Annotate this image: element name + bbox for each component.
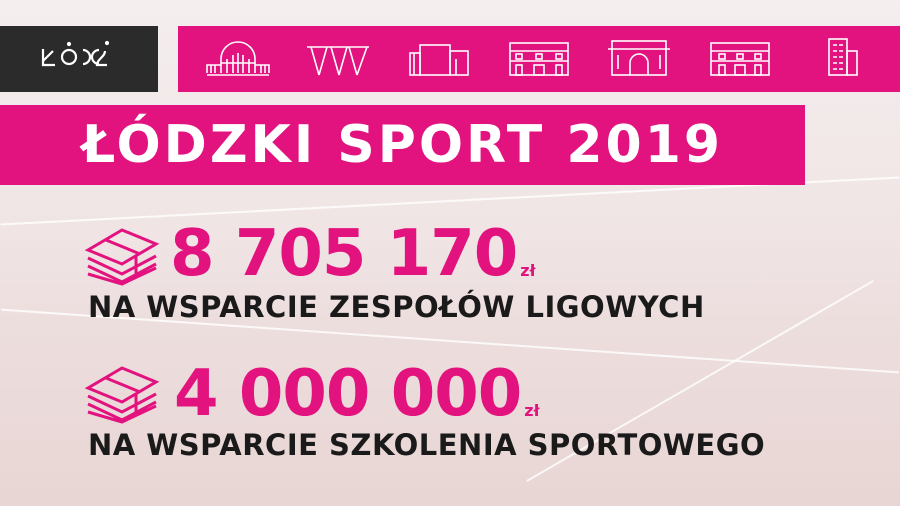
- money-stack-icon: [84, 228, 160, 286]
- money-stack-icon: [84, 366, 160, 424]
- amount-1: 8 705 170 zł: [170, 222, 536, 286]
- currency: zł: [524, 401, 540, 420]
- amount-2: 4 000 000 zł: [174, 362, 540, 426]
- historic-building-icon: [509, 42, 569, 76]
- tower-block-icon: [828, 38, 858, 76]
- modern-building-icon: [408, 44, 469, 76]
- roof-structure-icon: [307, 46, 370, 76]
- title-banner: ŁÓDZKI SPORT 2019: [0, 105, 805, 185]
- arched-building-icon: [608, 40, 671, 76]
- amount-value: 8 705 170: [170, 217, 518, 291]
- landmarks-bar: [178, 26, 900, 92]
- palace-icon: [709, 42, 770, 76]
- lodz-logo: [0, 26, 158, 92]
- amount-value: 4 000 000: [174, 357, 522, 431]
- train-station-icon: [206, 41, 270, 76]
- amount-label: NA WSPARCIE SZKOLENIA SPORTOWEGO: [88, 428, 766, 462]
- amount-label: NA WSPARCIE ZESPOŁÓW LIGOWYCH: [88, 290, 705, 324]
- page-title: ŁÓDZKI SPORT 2019: [81, 115, 724, 175]
- currency: zł: [520, 261, 536, 280]
